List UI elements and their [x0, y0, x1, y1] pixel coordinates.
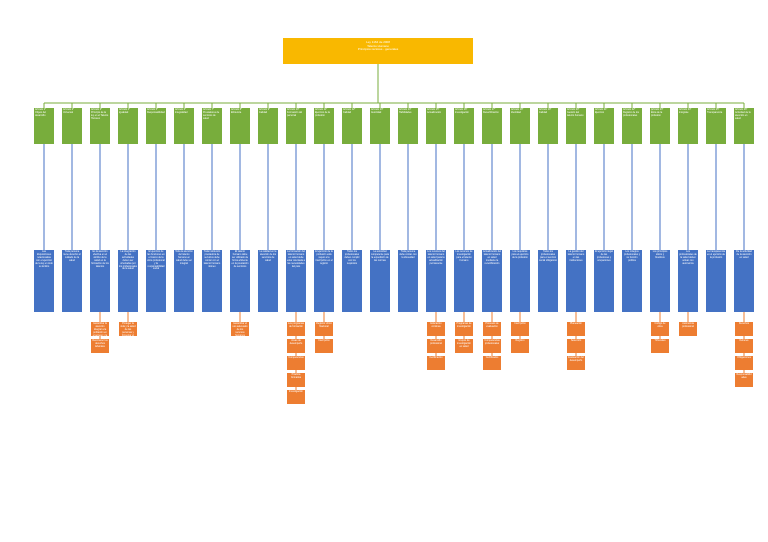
article-node: Artículo 3° Principio de la ley en el Ta…	[90, 108, 110, 144]
article-node: Artículo 13° Autoridad	[370, 108, 390, 144]
detail-node: Procesos de evaluación	[483, 322, 501, 336]
article-node: Artículo 24° Intégrate	[678, 108, 698, 144]
article-node: Artículo 14° Habilidades	[398, 108, 418, 144]
description-node: La transparencia en el ejercicio de la p…	[706, 250, 726, 312]
article-node: Artículo 26° Actividad de la atención en…	[734, 108, 754, 144]
detail-node: Proteger la vida y la salud de las perso…	[119, 322, 137, 336]
detail-node: Responsabilidades	[735, 373, 753, 387]
detail-node: Certificados	[483, 356, 501, 370]
article-node: Artículo 17° Recertificación	[482, 108, 502, 144]
description-node: La integración de las actividades deben …	[118, 250, 138, 312]
detail-node: Grupos de investigación en salud	[455, 339, 473, 353]
description-node: Todos los profesionales deben cumplir co…	[342, 250, 362, 312]
detail-node: Educación continua	[427, 322, 445, 336]
detail-node: Certificación	[427, 356, 445, 370]
description-node: El ejercicio de las funciones en el marc…	[146, 250, 166, 312]
detail-node: Evaluación del desempeño	[567, 356, 585, 370]
article-node: Artículo 23° Ética de la profesión	[650, 108, 670, 144]
detail-node: Obligaciones	[735, 356, 753, 370]
detail-node: Competencias	[287, 356, 305, 370]
detail-node: Áreas de desempeño	[287, 339, 305, 353]
article-node: Artículo 8° Eficiencia	[230, 108, 250, 144]
description-node: Toda institución prestadora de servicios…	[202, 250, 222, 312]
article-node: Artículo 10° Formación del personal	[286, 108, 306, 144]
article-node: Artículo 25° Transparencia	[706, 108, 726, 144]
detail-node: Código de ética	[651, 322, 669, 336]
detail-node: Los programas de formación	[287, 322, 305, 336]
description-node: Los recursos de investigación para el ta…	[454, 250, 474, 312]
description-node: Los recursos del talento humano en salud…	[426, 250, 446, 312]
root-node: Ley 1164 de 2008 Talento Humano Principi…	[283, 38, 473, 64]
description-node: El ejercicio ilegal de las profesiones y…	[594, 250, 614, 312]
description-node: La autoridad competente para la expedici…	[370, 250, 390, 312]
detail-node: Investigación	[287, 390, 305, 404]
description-node: El talento humano debe ser utilizado de …	[230, 250, 250, 312]
detail-node: Autonomía profesional	[679, 322, 697, 336]
article-node: Artículo 12° Calidad	[342, 108, 362, 144]
description-node: Los profesionales de la salud deben actu…	[678, 250, 698, 312]
description-node: Todos los profesionales para el servicio…	[538, 250, 558, 312]
root-line-1: Ley 1164 de 2008	[366, 40, 390, 44]
description-node: El ejercicio de la profesión está sujeto…	[314, 250, 334, 312]
description-node: Los principios éticos y bioéticos	[650, 250, 670, 312]
article-node: Artículo 16° Investigación	[454, 108, 474, 144]
detail-node: Competencias profesionales	[483, 339, 501, 353]
description-node: Las disposiciones relacionadas con el ej…	[34, 250, 54, 312]
description-node: La gestión del talento humano en las ins…	[566, 250, 586, 312]
root-line-2: Talento Humano	[367, 43, 389, 48]
detail-node: Registro Único Nacional	[315, 322, 333, 336]
detail-node: Desarrollo profesional	[427, 339, 445, 353]
article-node: Artículo 2° Universal	[62, 108, 82, 144]
description-node: Es la atención efectiva en el ámbito de …	[90, 250, 110, 312]
description-node: Actualización del talento humano en salu…	[482, 250, 502, 312]
article-node: Artículo 1° Objeto del desarrollo	[34, 108, 54, 144]
detail-node: Programas de investigación	[455, 322, 473, 336]
article-node: Artículo 15° Actualización	[426, 108, 446, 144]
description-node: Toda persona tiene derecho al cuidado de…	[62, 250, 82, 312]
article-node: Artículo 22° Registro de los profesional…	[622, 108, 642, 144]
detail-node: Registro	[511, 339, 529, 353]
article-node: Artículo 18° Identidad	[510, 108, 530, 144]
description-node: Toda la atención del talento humano en s…	[174, 250, 194, 312]
description-node: Los colegios profesionales y su función …	[622, 250, 642, 312]
detail-node: Derechos	[735, 322, 753, 336]
detail-node: Inscripción	[315, 339, 333, 353]
description-node: La calidad en la atención de los servici…	[258, 250, 278, 312]
detail-node: Inscripción	[511, 322, 529, 336]
article-node: Artículo 9° Calidad	[258, 108, 278, 144]
article-node: Artículo 11° Ejercicio de la profesión	[314, 108, 334, 144]
article-node: Artículo 7° Prestadores de servicios de …	[202, 108, 222, 144]
article-node: Artículo 6° Integralidad	[174, 108, 194, 144]
article-node: Artículo 21° Ejercicio	[594, 108, 614, 144]
article-node: Artículo 5° Responsabilidad	[146, 108, 166, 144]
description-node: De la actividad de la atención en salud	[734, 250, 754, 312]
detail-node: Planeación	[567, 322, 585, 336]
description-node: La formación del talento humano en salud…	[286, 250, 306, 312]
detail-node: Garantizar el uso adecuado de los recurs…	[231, 322, 249, 336]
detail-node: Selección	[567, 339, 585, 353]
detail-node: Deberes	[735, 339, 753, 353]
description-node: Toda persona debe contar con la idoneida…	[398, 250, 418, 312]
detail-node: Práctica formativa	[287, 373, 305, 387]
article-node: Artículo 19° Calidad	[538, 108, 558, 144]
description-node: Los requisitos para el ejercicio de la p…	[510, 250, 530, 312]
detail-node: Garantizar la atención integral a la pob…	[91, 322, 109, 336]
article-node: Artículo 20° Gestión del talento humano	[566, 108, 586, 144]
detail-node: Tribunales	[651, 339, 669, 353]
article-node: Artículo 4° Igualdad	[118, 108, 138, 144]
root-line-3: Principios rectores - generales	[357, 47, 399, 52]
detail-node: Reconocer los derechos laborales	[91, 339, 109, 353]
